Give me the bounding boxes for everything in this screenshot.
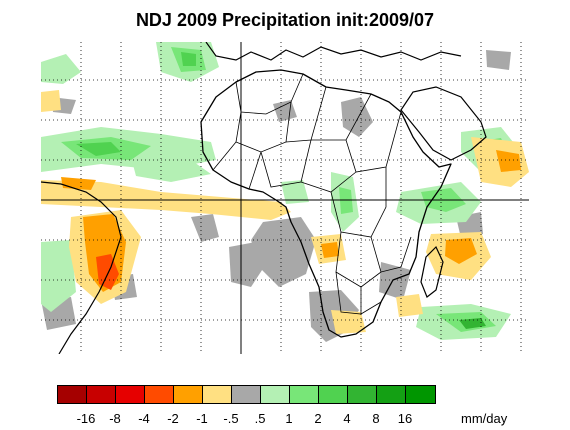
colorbar xyxy=(57,385,436,404)
colorbar-tick-label: 2 xyxy=(314,411,322,426)
colorbar-cell xyxy=(174,386,203,403)
europe-coastline xyxy=(205,42,462,61)
map-svg xyxy=(41,42,529,354)
colorbar-cell xyxy=(348,386,377,403)
colorbar-tick-label: -16 xyxy=(76,411,96,426)
colorbar-cell xyxy=(203,386,232,403)
country-borders xyxy=(212,73,412,315)
colorbar-cell xyxy=(58,386,87,403)
africa-coastline xyxy=(200,69,452,338)
colorbar-tick-label: 1 xyxy=(285,411,293,426)
colorbar-tick-label: -8 xyxy=(109,411,121,426)
colorbar-tick-label: -4 xyxy=(138,411,150,426)
colorbar-tick-label: 4 xyxy=(343,411,351,426)
colorbar-cell xyxy=(290,386,319,403)
colorbar-tick-label: .5 xyxy=(254,411,266,426)
colorbar-cell xyxy=(232,386,261,403)
colorbar-cell xyxy=(145,386,174,403)
colorbar-cell xyxy=(377,386,406,403)
colorbar-cell xyxy=(261,386,290,403)
colorbar-tick-label: 16 xyxy=(397,411,413,426)
wet-regions-dark xyxy=(76,52,486,329)
colorbar-tick-label: -.5 xyxy=(223,411,239,426)
colorbar-cell xyxy=(319,386,348,403)
colorbar-cell xyxy=(406,386,435,403)
colorbar-labels: mm/day -16 -8 -4 -2 -1 -.5 .5 1 2 4 8 16 xyxy=(57,411,570,427)
colorbar-tick-label: -2 xyxy=(167,411,179,426)
colorbar-cell xyxy=(87,386,116,403)
dry-regions-strong xyxy=(96,254,119,290)
madagascar-outline xyxy=(420,245,444,298)
colorbar-unit: mm/day xyxy=(461,411,508,426)
south-america-coastline xyxy=(41,181,122,354)
chart-title: NDJ 2009 Precipitation init:2009/07 xyxy=(135,10,435,30)
colorbar-tick-label: 8 xyxy=(372,411,380,426)
reference-lines xyxy=(41,42,529,354)
arabia-coastline xyxy=(400,86,487,161)
colorbar-cell xyxy=(116,386,145,403)
precipitation-map xyxy=(41,42,529,354)
colorbar-tick-label: -1 xyxy=(196,411,208,426)
